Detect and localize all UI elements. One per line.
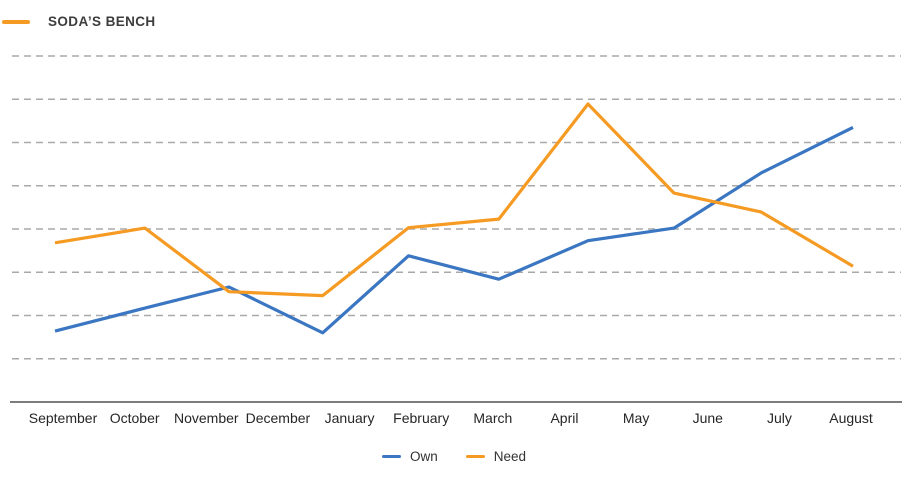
x-axis-label-march: March — [473, 410, 513, 426]
legend-swatch-need — [465, 454, 485, 458]
title-swatch-line — [2, 20, 30, 24]
chart-legend: Own Need — [0, 446, 908, 466]
x-axis-label-december: December — [245, 410, 311, 426]
legend-item-need[interactable]: Need — [465, 448, 527, 464]
chart-title: SODA’S BENCH — [48, 14, 156, 29]
x-axis-label-april: April — [550, 410, 579, 426]
x-axis-label-june: June — [692, 410, 723, 426]
legend-label-own: Own — [409, 448, 438, 464]
series-line-need — [54, 102, 854, 298]
chart-header: SODA’S BENCH — [0, 0, 908, 40]
x-axis-label-november: November — [173, 410, 239, 426]
x-axis-label-may: May — [622, 410, 650, 426]
x-axis-label-january: January — [324, 410, 375, 426]
x-axis-label-august: August — [829, 410, 873, 426]
legend-label-need: Need — [493, 448, 527, 464]
x-axis-label-july: July — [766, 410, 792, 426]
x-axis-label-october: October — [109, 410, 160, 426]
x-axis-label-february: February — [393, 410, 450, 426]
legend-swatch-own — [381, 454, 401, 458]
legend-item-own[interactable]: Own — [381, 448, 438, 464]
series-line-own — [54, 125, 854, 335]
x-axis-label-september: September — [28, 410, 98, 426]
